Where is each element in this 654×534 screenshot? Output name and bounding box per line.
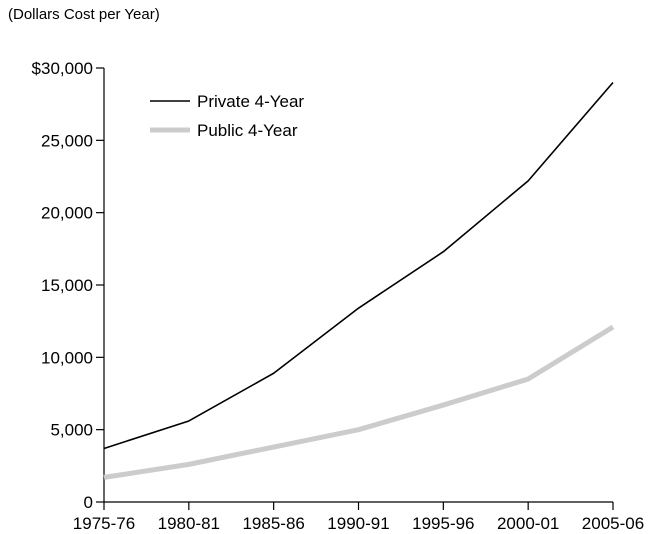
y-tick-label: $30,000 [32, 59, 93, 78]
y-tick-label: 0 [84, 493, 93, 512]
series-group [103, 81, 615, 480]
legend: Private 4-Year Public 4-Year [150, 92, 304, 140]
x-tick-label: 1985-86 [242, 514, 304, 533]
x-tick-label: 2005-06 [582, 514, 644, 533]
x-tick-label: 1995-96 [412, 514, 474, 533]
legend-label: Public 4-Year [197, 121, 298, 140]
chart-subtitle: (Dollars Cost per Year) [8, 6, 160, 23]
x-tick-label: 1975-76 [73, 514, 135, 533]
y-tick-label: 10,000 [41, 348, 93, 367]
x-tick-label: 1980-81 [158, 514, 220, 533]
x-tick-label: 2000-01 [497, 514, 559, 533]
y-tick-label: 5,000 [50, 421, 93, 440]
y-tick-label: 15,000 [41, 276, 93, 295]
series-line-private [103, 81, 614, 450]
y-tick-label: 20,000 [41, 204, 93, 223]
y-tick-label: 25,000 [41, 131, 93, 150]
x-tick-label: 1990-91 [327, 514, 389, 533]
legend-label: Private 4-Year [197, 92, 304, 111]
axes: 0 5,000 10,000 15,000 20,000 25,000 $30,000 197… [32, 59, 645, 533]
series-line-public [103, 324, 615, 480]
